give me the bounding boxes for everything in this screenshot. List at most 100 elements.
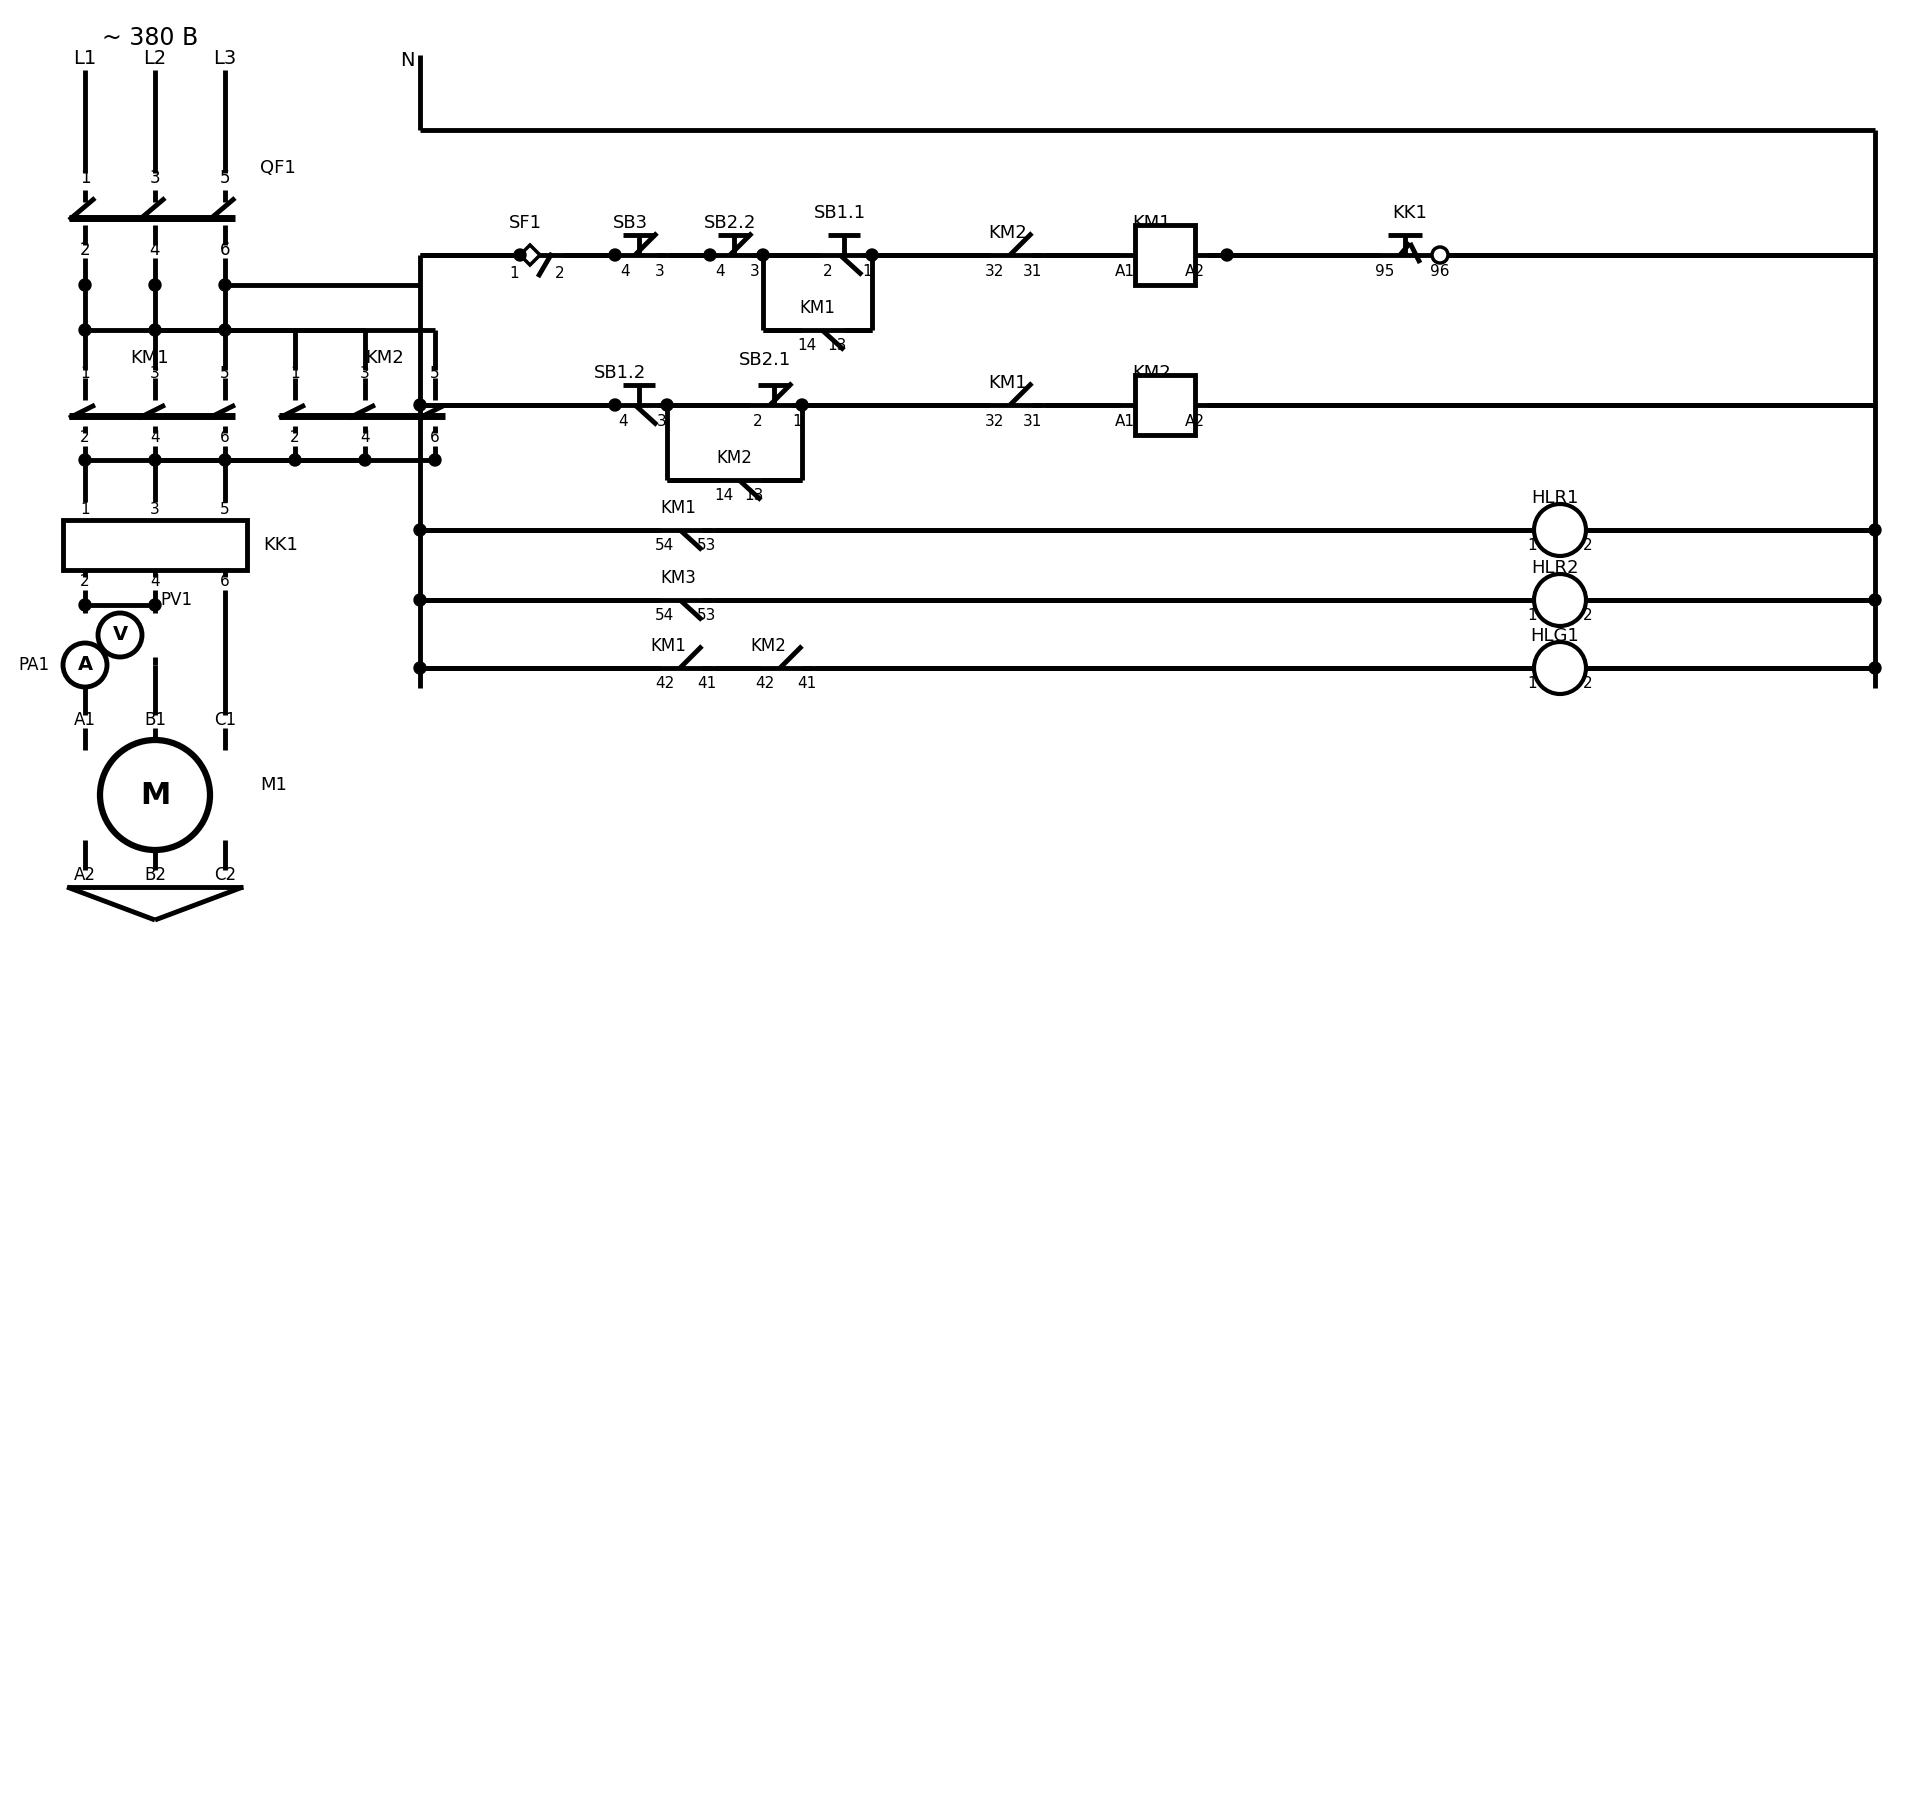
Text: A1: A1 [73,711,96,729]
Text: PA1: PA1 [19,657,50,675]
Text: KM2: KM2 [990,224,1028,242]
Circle shape [220,325,231,336]
Text: 4: 4 [150,431,160,446]
Text: B1: B1 [145,711,166,729]
Text: V: V [112,626,127,644]
Circle shape [1431,247,1449,263]
Text: 2: 2 [1584,608,1593,624]
Text: 53: 53 [696,608,718,624]
Text: 32: 32 [986,263,1005,278]
Text: 3: 3 [150,366,160,381]
Circle shape [149,455,160,465]
Text: SB1.2: SB1.2 [594,364,646,382]
Text: 5: 5 [220,366,230,381]
Text: HLR2: HLR2 [1532,559,1578,577]
Circle shape [220,455,231,465]
Text: 1: 1 [81,366,91,381]
Bar [1134,226,1194,285]
Text: 4: 4 [716,263,725,278]
Text: KM3: KM3 [660,568,696,586]
Bar [1134,375,1194,435]
Text: 4: 4 [361,431,370,446]
Circle shape [428,455,442,465]
Text: SF1: SF1 [509,215,542,233]
Circle shape [149,280,160,290]
Circle shape [149,325,160,336]
Circle shape [866,249,878,262]
Text: KM2: KM2 [716,449,752,467]
Text: KM1: KM1 [799,299,835,318]
Circle shape [289,455,301,465]
Text: KK1: KK1 [262,536,297,554]
Text: 6: 6 [430,431,440,446]
Text: A1: A1 [1115,263,1134,278]
Text: 1: 1 [1528,676,1537,691]
Text: 4: 4 [150,242,160,260]
Text: 2: 2 [824,263,833,278]
Circle shape [79,280,91,290]
Circle shape [662,399,673,411]
Text: 41: 41 [698,676,718,691]
Circle shape [79,325,91,336]
Text: L3: L3 [214,49,237,67]
Text: 54: 54 [656,539,675,554]
Text: C2: C2 [214,866,235,884]
Text: KM1: KM1 [1132,215,1171,233]
Text: SB3: SB3 [611,215,648,233]
Text: 3: 3 [150,170,160,188]
Text: 13: 13 [745,489,764,503]
Circle shape [415,399,426,411]
Text: 1: 1 [793,413,802,429]
Text: 4: 4 [617,413,627,429]
Text: 1: 1 [79,170,91,188]
Text: 95: 95 [1375,263,1395,278]
Circle shape [756,249,770,262]
Text: 3: 3 [750,263,760,278]
Text: KM2: KM2 [1132,364,1171,382]
Circle shape [100,740,210,850]
Text: 3: 3 [658,413,667,429]
Text: KM1: KM1 [990,373,1028,391]
Text: 1: 1 [1528,539,1537,554]
Circle shape [149,599,160,612]
Circle shape [1534,503,1586,556]
Text: 32: 32 [986,413,1005,429]
Circle shape [1869,523,1881,536]
Text: 53: 53 [696,539,718,554]
Text: 2: 2 [556,265,565,280]
Text: 4: 4 [150,574,160,590]
Bar [64,520,247,570]
Circle shape [98,613,143,657]
Text: A2: A2 [1184,263,1206,278]
Text: 2: 2 [1584,676,1593,691]
Text: 6: 6 [220,242,230,260]
Circle shape [704,249,716,262]
Circle shape [1534,574,1586,626]
Text: KK1: KK1 [1393,204,1427,222]
Polygon shape [521,245,540,265]
Text: 14: 14 [797,339,816,354]
Text: 54: 54 [656,608,675,624]
Circle shape [79,599,91,612]
Text: B2: B2 [145,866,166,884]
Text: 31: 31 [1022,263,1042,278]
Text: 1: 1 [81,503,91,518]
Text: 1: 1 [509,265,519,280]
Text: A2: A2 [73,866,96,884]
Text: HLR1: HLR1 [1532,489,1578,507]
Text: 2: 2 [1584,539,1593,554]
Text: 42: 42 [656,676,675,691]
Text: 14: 14 [714,489,733,503]
Circle shape [513,249,527,262]
Text: HLG1: HLG1 [1530,628,1580,646]
Text: 2: 2 [81,574,91,590]
Text: SB1.1: SB1.1 [814,204,866,222]
Text: A: A [77,655,93,675]
Circle shape [64,642,106,687]
Text: 1: 1 [1528,608,1537,624]
Circle shape [359,455,370,465]
Text: 41: 41 [797,676,816,691]
Circle shape [797,399,808,411]
Circle shape [610,249,621,262]
Text: KM2: KM2 [750,637,785,655]
